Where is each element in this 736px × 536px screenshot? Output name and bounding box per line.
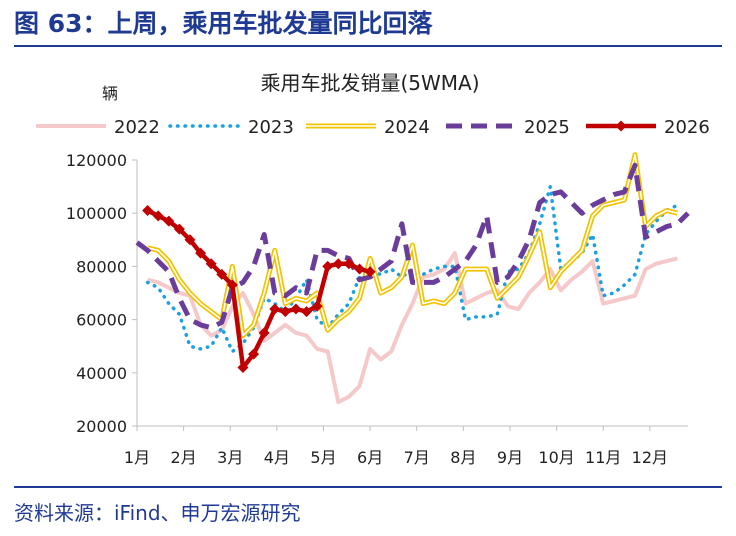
data-point-2026 [258,327,270,339]
data-point-2026 [184,234,196,246]
legend: 2022 2023 2024 2025 2026 [36,117,710,138]
data-point-2026 [152,210,164,222]
data-point-2026 [279,306,291,318]
data-point-2026 [269,303,281,315]
data-point-2026 [301,306,313,318]
data-point-2026 [322,260,334,272]
x-tick-label: 10月 [538,448,574,467]
axes: 20000 40000 60000 80000 100000 120000 1月 2月 3月 4月… [66,151,688,467]
data-point-2026 [332,258,344,270]
y-tick-label: 120000 [66,151,127,170]
data-point-2026 [216,268,228,280]
legend-label: 2026 [664,117,710,138]
series-layer [135,152,690,405]
series-2026 [142,205,376,373]
y-axis-label: 辆 [102,84,118,103]
source-rule [14,486,722,488]
data-point-2026 [163,215,175,227]
x-tick-label: 11月 [585,448,621,467]
x-tick-label: 5月 [310,448,336,467]
data-point-2026 [354,263,366,275]
chart-title: 乘用车批发销量(5WMA) [260,71,479,95]
series-2025 [135,162,690,331]
source-note: 资料来源：iFind、申万宏源研究 [14,501,301,525]
y-tick-label: 60000 [76,311,127,330]
legend-item-2026: 2026 [586,117,710,138]
x-tick-label: 1月 [124,448,150,467]
legend-marker [615,120,627,132]
legend-item-2023: 2023 [168,117,294,138]
y-tick-label: 20000 [76,417,127,436]
data-point-2026 [195,247,207,259]
legend-label: 2024 [384,117,430,138]
y-tick-label: 80000 [76,257,127,276]
x-tick-label: 12月 [632,448,668,467]
x-tick-label: 3月 [217,448,243,467]
data-point-2026 [205,258,217,270]
legend-label: 2025 [524,117,570,138]
title-rule [14,45,722,47]
legend-item-2022: 2022 [36,117,160,138]
x-tick-label: 7月 [404,448,430,467]
y-tick-label: 100000 [66,204,127,223]
legend-item-2025: 2025 [446,117,570,138]
data-point-2026 [237,361,249,373]
x-tick-label: 4月 [264,448,290,467]
data-point-2026 [311,300,323,312]
x-tick-label: 8月 [450,448,476,467]
series-line-2026 [146,208,371,370]
figure-title: 图 63：上周，乘用车批发量同比回落 [14,9,433,38]
x-tick-label: 2月 [171,448,197,467]
data-point-2026 [343,258,355,270]
data-point-2026 [173,223,185,235]
data-point-2026 [226,279,238,291]
x-tick-label: 9月 [497,448,523,467]
y-tick-label: 40000 [76,364,127,383]
series-2024 [147,152,679,339]
data-point-2026 [364,266,376,278]
series-line-2025 [135,162,690,331]
legend-label: 2022 [114,117,160,138]
legend-label: 2023 [248,117,294,138]
legend-item-2024: 2024 [306,117,430,138]
series-line-inner-2024 [147,153,678,337]
data-point-2026 [142,205,154,217]
data-point-2026 [290,303,302,315]
data-point-2026 [248,348,260,360]
x-tick-label: 6月 [357,448,383,467]
